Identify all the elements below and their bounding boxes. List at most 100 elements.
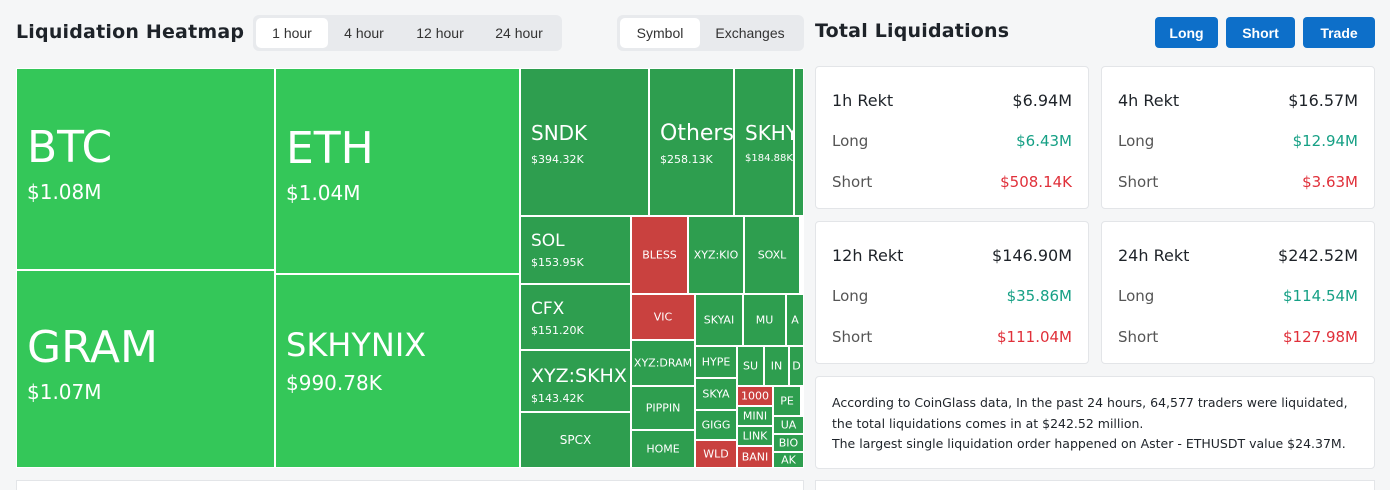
long-button[interactable]: Long [1155,17,1218,48]
rekt-card-12h: 12h Rekt $146.90M Long $35.86M Short $111.0… [815,221,1089,364]
long-value: $6.43M [1016,132,1072,150]
heatmap-tile-pippin[interactable]: PIPPIN [631,386,695,430]
tile-symbol: PE [780,394,794,408]
tile-symbol: SU [742,359,759,373]
tile-value: $258.13K [660,153,713,166]
heatmap-tile-bani[interactable]: BANI [737,446,773,468]
heatmap-tile-sndk[interactable]: SNDK $394.32K [520,68,649,216]
time-option-4h[interactable]: 4 hour [344,25,384,41]
short-button[interactable]: Short [1226,17,1295,48]
heatmap-tile-in[interactable]: IN [764,346,789,386]
long-label: Long [1118,287,1155,305]
tile-symbol: A [791,313,799,327]
heatmap-tile-skyai[interactable]: SKYAI [695,294,743,346]
short-value: $127.98M [1283,328,1358,346]
tile-symbol: WLD [703,447,729,461]
tile-symbol: 1000 [741,389,769,403]
next-panel-edge [16,480,804,490]
heatmap-tile-su[interactable]: SU [737,346,764,386]
heatmap-tile-mini[interactable]: MINI [737,406,773,426]
total-liquidations-title: Total Liquidations [815,20,1010,42]
heatmap-tile-skya[interactable]: SKYA [695,378,737,410]
time-option-1h[interactable]: 1 hour [256,18,328,48]
card-total: $146.90M [992,246,1072,265]
heatmap-tile-ak[interactable]: AK [773,452,804,468]
liquidation-info-box: According to CoinGlass data, In the past… [815,376,1375,469]
heatmap-tile-cfx[interactable]: CFX $151.20K [520,284,631,350]
heatmap-tile-a[interactable]: A [786,294,804,346]
heatmap-tile-xyz-dram[interactable]: XYZ:DRAM [631,340,695,386]
heatmap-tile-vic[interactable]: VIC [631,294,695,340]
heatmap-tile-others[interactable]: Others $258.13K [649,68,734,216]
card-total: $16.57M [1288,91,1358,110]
heatmap-tile-wld[interactable]: WLD [695,440,737,468]
heatmap-tile-sol[interactable]: SOL $153.95K [520,216,631,284]
tile-symbol: SPCX [559,433,592,447]
card-title: 12h Rekt [832,246,904,265]
short-label: Short [1118,328,1159,346]
tile-symbol: BLESS [642,248,677,262]
heatmap-tile-bio[interactable]: BIO [773,434,804,452]
long-value: $114.54M [1283,287,1358,305]
heatmap-tile[interactable] [794,68,804,216]
liquidation-heatmap: BTC $1.08M GRAM $1.07M ETH $1.04M SKHYNIX $990.… [16,68,804,468]
heatmap-tile-soxl[interactable]: SOXL [744,216,800,294]
tile-symbol: PIPPIN [645,401,681,415]
tile-symbol: IN [770,359,783,373]
tile-symbol: SOL [531,231,565,251]
card-title: 4h Rekt [1118,91,1180,110]
heatmap-tile-xyz-skhx[interactable]: XYZ:SKHX $143.42K [520,350,631,412]
heatmap-tile-1000[interactable]: 1000 [737,386,773,406]
tile-symbol: CFX [531,299,565,319]
next-panel-edge [815,480,1375,490]
tile-value: $990.78K [286,371,382,396]
tile-symbol: Others [660,121,734,146]
tile-symbol: XYZ:KIO [693,248,739,262]
tile-symbol: BTC [27,121,113,173]
heatmap-tile-spcx[interactable]: SPCX [520,412,631,468]
tile-value: $1.07M [27,380,102,405]
heatmap-tile-xyz-kio[interactable]: XYZ:KIO [688,216,744,294]
time-option-24h[interactable]: 24 hour [495,25,543,41]
heatmap-tile-ua[interactable]: UA [773,416,804,434]
tile-symbol: SNDK [531,121,588,145]
heatmap-tile-btc[interactable]: BTC $1.08M [16,68,275,270]
long-label: Long [832,287,869,305]
long-label: Long [832,132,869,150]
time-option-12h[interactable]: 12 hour [416,25,464,41]
group-option-exchanges[interactable]: Exchanges [715,25,785,41]
heatmap-tile-pe[interactable]: PE [773,386,801,416]
group-option-symbol[interactable]: Symbol [620,18,700,48]
card-title: 24h Rekt [1118,246,1190,265]
tile-symbol: XYZ:DRAM [633,356,693,370]
short-label: Short [832,173,873,191]
tile-symbol: XYZ:SKHX [531,365,627,387]
heatmap-tile-eth[interactable]: ETH $1.04M [275,68,520,274]
card-total: $242.52M [1278,246,1358,265]
short-value: $111.04M [997,328,1072,346]
tile-symbol: SKHY [745,121,794,145]
heatmap-tile-hype[interactable]: HYPE [695,346,737,378]
heatmap-tile-home[interactable]: HOME [631,430,695,468]
tile-symbol: GIGG [701,418,731,432]
tile-symbol: UA [780,418,797,432]
heatmap-tile-gigg[interactable]: GIGG [695,410,737,440]
tile-symbol: HYPE [701,355,731,369]
tile-symbol: AK [781,453,796,467]
short-value: $508.14K [1000,173,1072,191]
long-label: Long [1118,132,1155,150]
tile-symbol: LINK [742,429,768,443]
heatmap-tile-bless[interactable]: BLESS [631,216,688,294]
heatmap-tile-gram[interactable]: GRAM $1.07M [16,270,275,468]
heatmap-tile-skhy[interactable]: SKHY $184.88K [734,68,794,216]
heatmap-tile-d[interactable]: D [789,346,804,386]
trade-button[interactable]: Trade [1303,17,1375,48]
heatmap-tile-skhynix[interactable]: SKHYNIX $990.78K [275,274,520,468]
short-label: Short [1118,173,1159,191]
tile-symbol: VIC [653,310,673,324]
tile-symbol: SKHYNIX [286,326,427,365]
heatmap-tile-link[interactable]: LINK [737,426,773,446]
tile-value: $1.04M [286,180,361,205]
heatmap-tile-mu[interactable]: MU [743,294,786,346]
tile-value: $151.20K [531,324,584,337]
